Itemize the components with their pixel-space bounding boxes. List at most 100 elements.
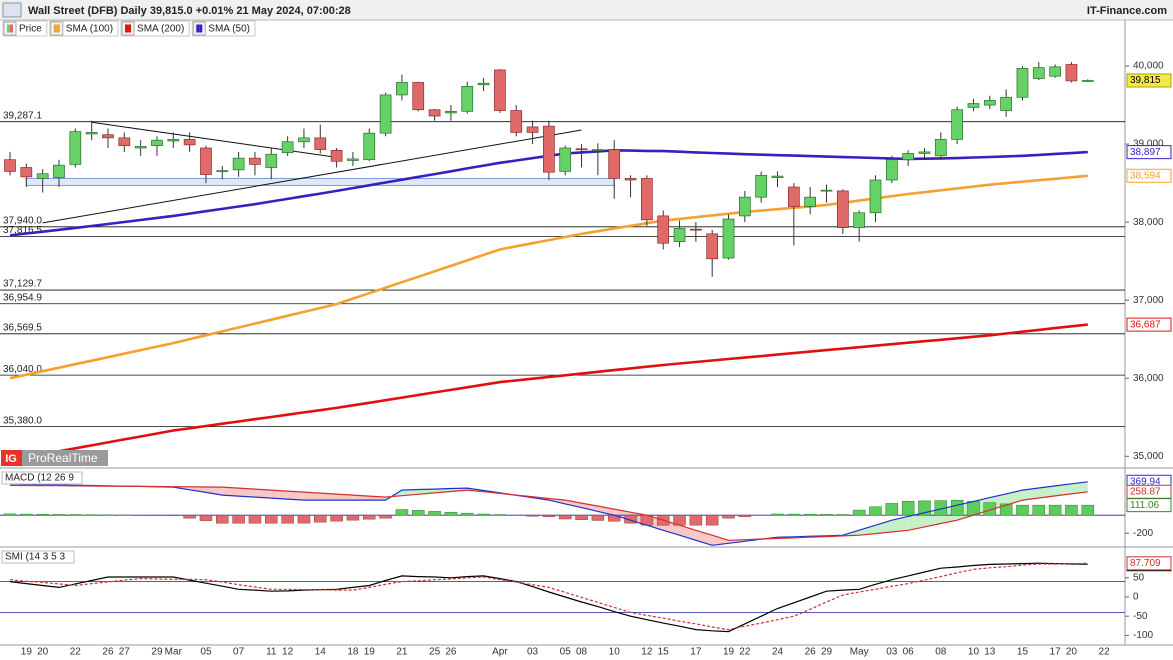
header-bar	[0, 0, 1173, 20]
histogram-bar	[1032, 504, 1046, 516]
legend-frame	[2, 20, 48, 37]
legend-label: SMA (50)	[208, 24, 250, 35]
candle-body	[1065, 64, 1078, 82]
macd-fill	[1038, 485, 1056, 499]
x-tick-label: 29	[151, 647, 163, 658]
macd-fill	[679, 525, 696, 541]
histogram-bar	[69, 514, 82, 516]
histogram-bar	[738, 514, 752, 518]
macd-fill	[891, 516, 909, 532]
x-tick-label: 15	[1017, 647, 1029, 658]
macd-fill	[908, 512, 925, 531]
histogram-bar	[836, 514, 850, 516]
candle-body	[543, 125, 555, 173]
histogram-bar	[444, 511, 458, 516]
histogram-bar	[330, 514, 343, 522]
candle-body	[559, 147, 572, 172]
x-tick-label: 03	[886, 647, 898, 658]
candle-body	[510, 110, 523, 133]
value-tag-box	[1126, 168, 1172, 183]
candle-body	[20, 167, 33, 178]
legend-swatch	[199, 24, 203, 33]
level-label: 37,129.7	[3, 279, 42, 290]
histogram-bar	[1016, 504, 1029, 516]
candle-body	[396, 82, 408, 96]
x-tick-label: 10	[968, 647, 980, 658]
candle-body	[134, 146, 147, 149]
candle-body	[216, 170, 229, 172]
legend-item: Price	[2, 20, 48, 37]
histogram-bar	[346, 514, 360, 521]
logo: IG ProRealTime	[1, 450, 108, 466]
macd-fill	[320, 493, 337, 501]
candle-body	[379, 94, 392, 134]
candle-body	[200, 147, 212, 175]
histogram-bar	[20, 513, 33, 516]
histogram-bar	[493, 514, 507, 516]
legend-label: SMA (200)	[137, 24, 184, 35]
macd-fill	[1055, 483, 1072, 496]
candle-body	[167, 139, 180, 142]
panel-label-box	[1, 471, 83, 485]
x-tick-label: 26	[805, 647, 817, 658]
macd-fill	[254, 489, 272, 499]
candle-body	[869, 179, 882, 214]
candle-body	[787, 186, 800, 207]
candle-body	[428, 109, 441, 117]
candle-body	[314, 137, 327, 150]
legend-frame	[120, 20, 190, 37]
legend-swatch	[7, 24, 10, 33]
chart-title: Wall Street (DFB) Daily 39,815.0 +0.01% …	[28, 5, 351, 17]
legend-label: SMA (100)	[66, 24, 113, 35]
y-tick-label: 40,000	[1133, 61, 1164, 72]
level-label: 36,040.0	[3, 364, 42, 375]
x-tick-label: 05	[200, 647, 212, 658]
legend-item: SMA (200)	[120, 20, 190, 37]
histogram-bar	[689, 514, 703, 526]
candle-body	[983, 100, 996, 106]
legend-item: SMA (100)	[49, 20, 119, 37]
x-tick-label: 26	[445, 647, 457, 658]
histogram-bar	[232, 514, 245, 524]
sma-line	[9, 323, 1088, 462]
candle-body	[69, 131, 82, 165]
candle-body	[738, 196, 751, 217]
value-tag: 369.94	[1130, 476, 1161, 487]
legend-swatch	[196, 24, 200, 33]
x-tick-label: 17	[1050, 647, 1062, 658]
macd-fill	[1006, 490, 1023, 506]
candle-body	[526, 126, 539, 133]
x-tick-label: 29	[821, 647, 833, 658]
legend-swatch	[125, 24, 129, 33]
candle-body	[151, 139, 163, 147]
value-tag: 38,594	[1130, 170, 1161, 181]
value-tag: 36,687	[1130, 319, 1161, 330]
value-tag-box	[1126, 498, 1172, 513]
candle-body	[853, 212, 866, 228]
candle-body	[183, 139, 196, 146]
y-tick-label: 38,000	[1133, 217, 1164, 228]
candle-body	[967, 103, 980, 108]
value-tag: 258.87	[1130, 486, 1161, 497]
histogram-bar	[526, 514, 539, 517]
histogram-bar	[395, 509, 409, 516]
level-label: 37,816.5	[3, 225, 42, 236]
macd-fill	[189, 486, 206, 493]
histogram-bar	[591, 514, 605, 521]
logo-mark: IG	[5, 453, 17, 465]
x-tick-label: 20	[1066, 647, 1078, 658]
macd-fill	[336, 494, 353, 501]
histogram-bar	[1065, 504, 1078, 516]
histogram-bar	[869, 506, 882, 516]
macd-fill	[565, 500, 582, 508]
macd-fill	[581, 503, 598, 512]
histogram-bar	[901, 501, 915, 516]
candle-body	[755, 174, 768, 198]
smi-line	[9, 562, 1088, 633]
zone	[25, 177, 615, 186]
x-tick-label: 08	[935, 647, 947, 658]
candle-body	[1049, 66, 1061, 77]
x-tick-label: 14	[315, 647, 327, 658]
histogram-bar	[183, 514, 196, 519]
